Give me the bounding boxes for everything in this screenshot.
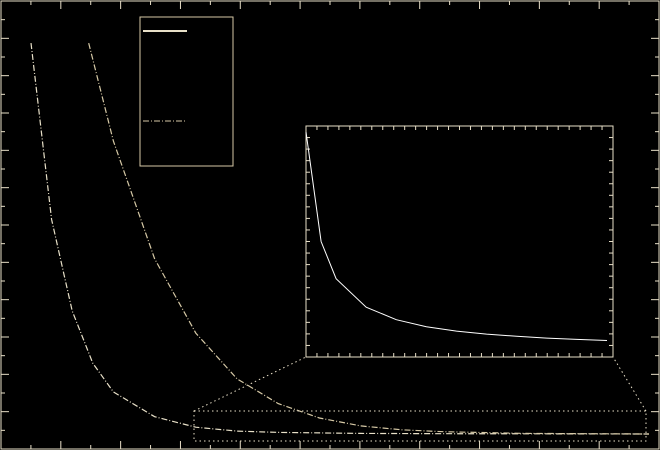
inset-background: [306, 126, 613, 357]
legend: [139, 16, 234, 167]
inset-plot: [305, 125, 614, 358]
zoom-region-box: [193, 410, 647, 442]
zoom-region: [193, 356, 647, 442]
inset-axis-ticks: [305, 125, 614, 358]
inset-frame: [305, 125, 614, 358]
zoom-connector-right: [612, 356, 647, 412]
legend-box: [139, 16, 234, 167]
zoom-connector-left: [193, 356, 307, 412]
inset-series-group: [305, 131, 608, 341]
inset-series-line: [305, 131, 608, 341]
series-line-1: [30, 43, 650, 435]
